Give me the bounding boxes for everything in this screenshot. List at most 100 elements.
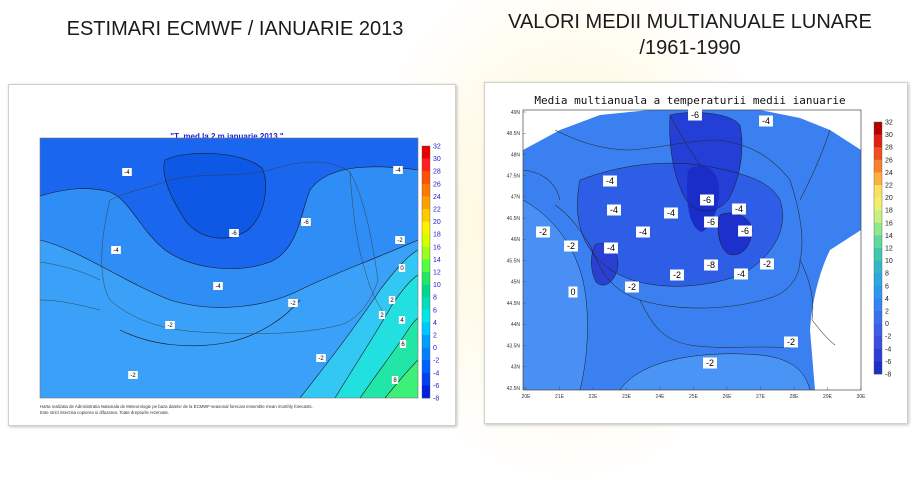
left-contour-label: -4 xyxy=(113,248,119,254)
lat-tick: 42.5N xyxy=(507,386,521,392)
left-contour-label-box xyxy=(378,311,386,319)
colorbar-swatch xyxy=(422,272,430,285)
colorbar-swatch xyxy=(422,246,430,260)
right-contour-label: -4 xyxy=(667,208,675,218)
lon-tick: 28E xyxy=(790,394,800,400)
right-contour-label: -6 xyxy=(741,226,749,236)
lon-tick: 22E xyxy=(589,394,599,400)
right-contour-label-box xyxy=(704,259,718,271)
colorbar-tick: -6 xyxy=(433,383,439,390)
colorbar-tick: 32 xyxy=(885,120,893,127)
colorbar-tick: 0 xyxy=(433,345,437,352)
colorbar-tick: 4 xyxy=(885,296,889,303)
colorbar-swatch xyxy=(874,185,882,198)
colorbar-tick: 10 xyxy=(885,258,893,265)
left-contour-labels: -4 -4 -6 -6 -4 -4 -2 -2 -2 -2 -2 0 2 2 4 6 8 xyxy=(111,166,407,384)
left-contour-label: -6 xyxy=(231,231,237,237)
left-contour-label: 2 xyxy=(380,313,384,319)
left-contour-label-box xyxy=(391,376,399,384)
right-contour-label-box xyxy=(670,269,684,281)
colorbar-tick: -2 xyxy=(885,334,891,341)
left-map-footnote-line2: Este strict interzisa copierea si difuza… xyxy=(40,410,170,415)
colorbar-swatch xyxy=(422,385,430,399)
colorbar-swatch xyxy=(422,234,430,248)
left-contour-label-box xyxy=(122,168,132,176)
colorbar-swatch xyxy=(422,209,430,222)
lat-tick: 47.5N xyxy=(507,173,521,179)
right-contour-label: 0 xyxy=(570,287,575,297)
colorbar-swatch xyxy=(874,172,882,186)
lon-tick: 20E xyxy=(522,394,532,400)
colorbar-swatch xyxy=(422,347,430,361)
right-contour-label-box xyxy=(703,357,717,369)
right-contour-label-box xyxy=(564,240,578,252)
right-temperature-map xyxy=(522,109,862,391)
left-contour-label: -4 xyxy=(124,170,130,176)
right-contour-label-box xyxy=(784,336,798,348)
left-contour-label: -4 xyxy=(215,284,221,290)
colorbar-tick: 8 xyxy=(885,271,889,278)
colorbar-tick: 14 xyxy=(433,257,441,264)
colorbar-swatch xyxy=(874,311,882,324)
right-contour-label: -4 xyxy=(735,204,743,214)
left-contour-label-box xyxy=(398,264,406,272)
colorbar-swatch xyxy=(874,361,882,375)
colorbar-tick: 26 xyxy=(433,181,441,188)
left-contour-label-box xyxy=(388,296,396,304)
lon-tick: 21E xyxy=(555,394,565,400)
colorbar-swatch xyxy=(874,134,882,148)
left-contour-label-box xyxy=(301,218,311,226)
right-heading-line1: VALORI MEDII MULTIANUALE LUNARE xyxy=(508,11,872,33)
colorbar-tick: 6 xyxy=(885,283,889,290)
left-contour-label: -2 xyxy=(318,356,324,362)
colorbar-tick: 12 xyxy=(433,270,441,277)
colorbar-tick: 24 xyxy=(433,194,441,201)
right-contour-label-box xyxy=(664,207,678,219)
colorbar-tick: 18 xyxy=(885,208,893,215)
colorbar-tick: 26 xyxy=(885,157,893,164)
left-map-title: "T_med la 2 m ianuarie 2013 " xyxy=(170,132,284,141)
left-contour-label: -2 xyxy=(397,238,403,244)
colorbar-swatch xyxy=(874,323,882,337)
colorbar-swatch xyxy=(422,146,430,159)
lon-tick: 26E xyxy=(723,394,733,400)
colorbar-swatch xyxy=(874,222,882,236)
right-contour-label-box xyxy=(568,286,578,298)
colorbar-swatch xyxy=(874,273,882,287)
colorbar-tick: 14 xyxy=(885,233,893,240)
colorbar-swatch xyxy=(422,335,430,348)
colorbar-tick: 4 xyxy=(433,320,437,327)
lat-tick: 45N xyxy=(511,280,521,286)
colorbar-tick: -8 xyxy=(433,396,439,403)
left-contour-label-box xyxy=(395,236,405,244)
left-contour-label-box xyxy=(229,229,239,237)
colorbar-tick: 20 xyxy=(433,219,441,226)
left-contour-label: 8 xyxy=(393,378,397,384)
colorbar-swatch xyxy=(874,336,882,350)
lat-tick: 49N xyxy=(511,110,521,116)
right-contour-label: -6 xyxy=(707,217,715,227)
lon-tick: 23E xyxy=(622,394,632,400)
colorbar-tick: 16 xyxy=(433,244,441,251)
right-contour-label: -8 xyxy=(707,260,715,270)
colorbar-swatch xyxy=(422,360,430,374)
colorbar-swatch xyxy=(422,322,430,336)
colorbar-swatch xyxy=(422,259,430,273)
colorbar-swatch xyxy=(422,196,430,210)
right-contour-label-box xyxy=(700,194,714,206)
left-contour-label: 0 xyxy=(400,266,404,272)
left-contour-label: 2 xyxy=(390,298,394,304)
colorbar-swatch xyxy=(874,147,882,161)
colorbar-tick: 22 xyxy=(885,183,893,190)
right-contour-label-box xyxy=(636,226,650,238)
colorbar-tick: -2 xyxy=(433,358,439,365)
left-contour-label-box xyxy=(128,371,138,379)
right-contour-label: -6 xyxy=(691,110,699,120)
colorbar-swatch xyxy=(422,372,430,386)
right-contour-label: -2 xyxy=(706,358,714,368)
colorbar-tick: -4 xyxy=(433,370,439,377)
left-contour-label-box xyxy=(398,316,406,324)
left-contour-label-box xyxy=(111,246,121,254)
left-contour-label: 6 xyxy=(401,342,405,348)
right-lat-axis: 49N 48.5N 48N 47.5N 47N 46.5N 46N 45.5N 45N 44.5N… xyxy=(507,110,526,392)
